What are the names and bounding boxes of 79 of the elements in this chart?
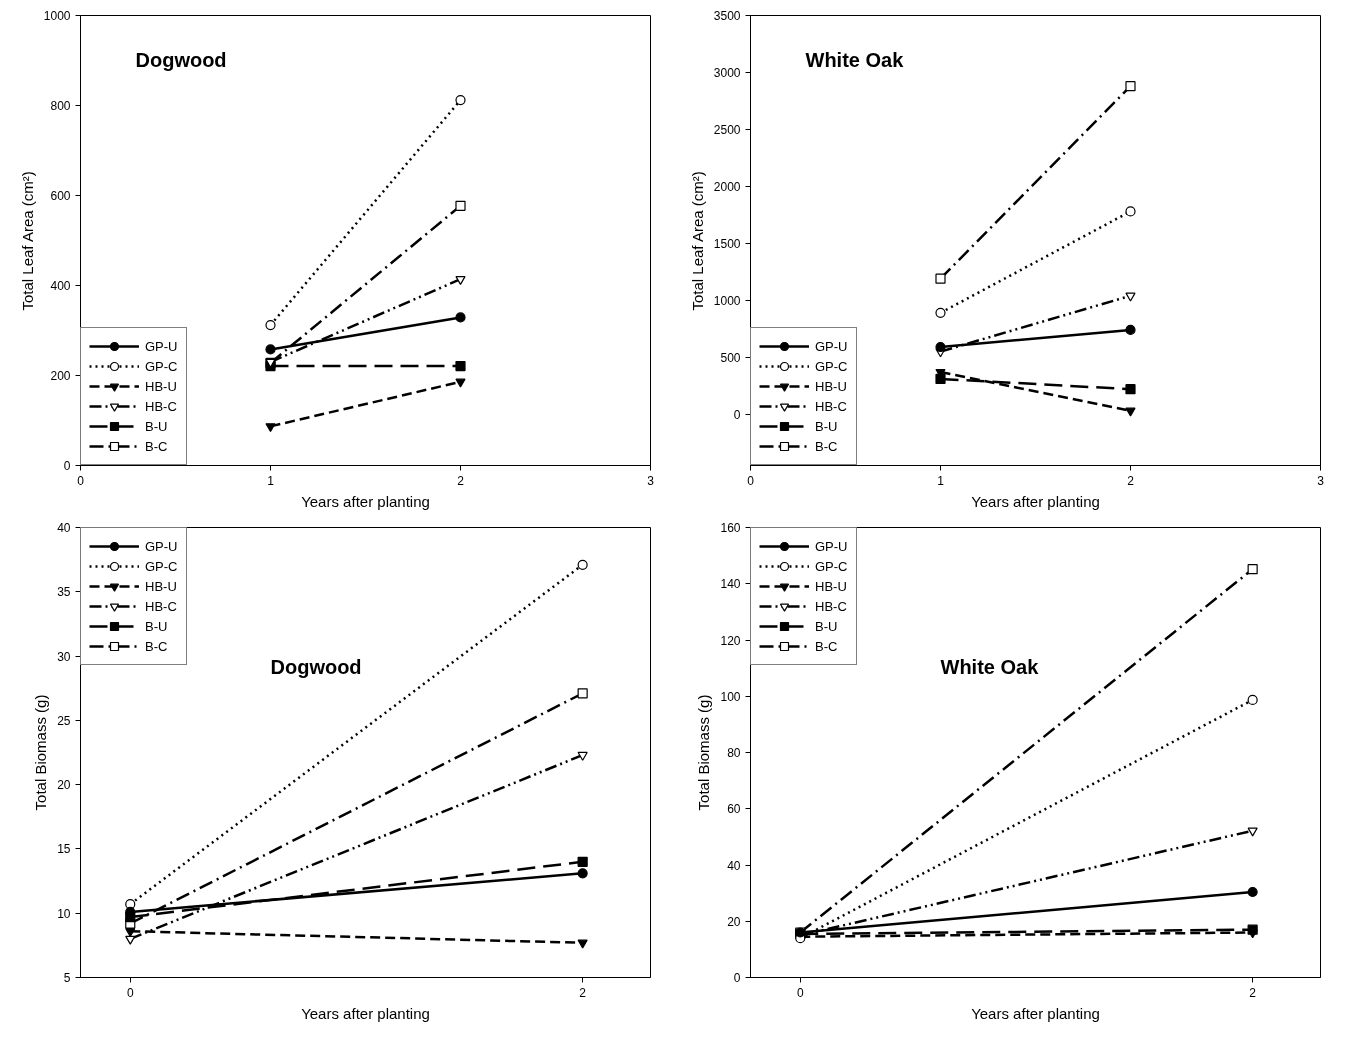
legend-label: B-C bbox=[145, 438, 168, 454]
legend-label: HB-C bbox=[145, 398, 177, 414]
x-tick-label: 3 bbox=[647, 473, 655, 488]
y-tick-label: 1000 bbox=[713, 293, 741, 308]
y-tick-label: 500 bbox=[720, 350, 741, 365]
text: Dogwood bbox=[135, 48, 227, 71]
y-tick-label: 600 bbox=[50, 189, 71, 203]
y-tick-label: 30 bbox=[57, 649, 71, 664]
legend-label: GP-C bbox=[145, 358, 178, 374]
legend-label: B-C bbox=[815, 438, 838, 454]
y-tick-label: 1500 bbox=[713, 236, 741, 251]
y-tick-label: 0 bbox=[733, 407, 741, 422]
y-tick-label: 35 bbox=[57, 585, 71, 600]
y-tick-label: 60 bbox=[727, 802, 741, 817]
y-tick-label: 40 bbox=[57, 521, 71, 535]
legend-label: GP-C bbox=[815, 558, 848, 574]
x-tick-label: 1 bbox=[937, 473, 945, 488]
legend-label: HB-U bbox=[815, 378, 847, 394]
y-tick-label: 200 bbox=[50, 369, 71, 383]
x-tick-label: 0 bbox=[796, 985, 804, 1000]
legend-label: HB-U bbox=[145, 378, 177, 394]
legend-label: B-U bbox=[815, 618, 838, 634]
y-tick-label: 0 bbox=[63, 459, 71, 473]
text: White Oak bbox=[805, 48, 905, 71]
y-tick-label: 2000 bbox=[713, 179, 741, 194]
y-axis-title: Total Biomass (g) bbox=[32, 694, 50, 811]
y-tick-label: 5 bbox=[63, 971, 71, 985]
y-axis-title: Total Leaf Area (cm²) bbox=[688, 171, 706, 311]
legend-label: B-U bbox=[145, 418, 168, 434]
y-tick-label: 0 bbox=[733, 971, 741, 985]
legend-label: B-C bbox=[815, 638, 838, 654]
legend-label: HB-U bbox=[145, 578, 177, 594]
x-axis-title: Years after planting bbox=[301, 1004, 430, 1022]
x-tick-label: 1 bbox=[267, 473, 275, 488]
y-tick-label: 400 bbox=[50, 279, 71, 293]
legend-label: HB-C bbox=[815, 598, 847, 614]
y-tick-label: 20 bbox=[57, 778, 71, 793]
x-tick-label: 2 bbox=[1127, 473, 1135, 488]
legend-label: GP-U bbox=[815, 538, 848, 554]
y-tick-label: 15 bbox=[57, 842, 71, 857]
x-tick-label: 2 bbox=[1249, 985, 1257, 1000]
text: White Oak bbox=[940, 655, 1040, 678]
y-tick-label: 80 bbox=[727, 746, 741, 760]
y-tick-label: 10 bbox=[57, 906, 71, 921]
x-axis-title: Years after planting bbox=[971, 1004, 1100, 1022]
y-axis-title: Total Biomass (g) bbox=[695, 694, 713, 811]
y-tick-label: 20 bbox=[727, 914, 741, 929]
legend-label: GP-U bbox=[815, 338, 848, 354]
x-tick-label: 2 bbox=[579, 985, 587, 1000]
y-tick-label: 3500 bbox=[713, 9, 741, 23]
x-tick-label: 0 bbox=[77, 473, 85, 488]
legend-label: GP-C bbox=[145, 558, 178, 574]
x-tick-label: 3 bbox=[1317, 473, 1325, 488]
legend-label: HB-C bbox=[145, 598, 177, 614]
y-tick-label: 40 bbox=[727, 858, 741, 873]
legend-label: GP-U bbox=[145, 538, 178, 554]
legend-label: HB-C bbox=[815, 398, 847, 414]
y-tick-label: 3000 bbox=[713, 65, 741, 80]
y-tick-label: 25 bbox=[57, 713, 71, 728]
y-tick-label: 2500 bbox=[713, 122, 741, 137]
legend-label: GP-C bbox=[815, 358, 848, 374]
x-axis-title: Years after planting bbox=[971, 492, 1100, 510]
x-tick-label: 2 bbox=[457, 473, 465, 488]
y-tick-label: 120 bbox=[720, 633, 741, 648]
y-tick-label: 1000 bbox=[43, 9, 71, 23]
x-tick-label: 0 bbox=[126, 985, 134, 1000]
y-tick-label: 160 bbox=[720, 521, 741, 535]
y-tick-label: 140 bbox=[720, 577, 741, 592]
legend-label: B-U bbox=[145, 618, 168, 634]
y-axis-title: Total Leaf Area (cm²) bbox=[18, 171, 36, 311]
x-axis-title: Years after planting bbox=[301, 492, 430, 510]
legend-label: B-C bbox=[145, 638, 168, 654]
legend-label: HB-U bbox=[815, 578, 847, 594]
legend-label: GP-U bbox=[145, 338, 178, 354]
legend-label: B-U bbox=[815, 418, 838, 434]
x-tick-label: 0 bbox=[747, 473, 755, 488]
y-tick-label: 100 bbox=[720, 689, 741, 704]
y-tick-label: 800 bbox=[50, 99, 71, 113]
text: Dogwood bbox=[270, 655, 362, 678]
